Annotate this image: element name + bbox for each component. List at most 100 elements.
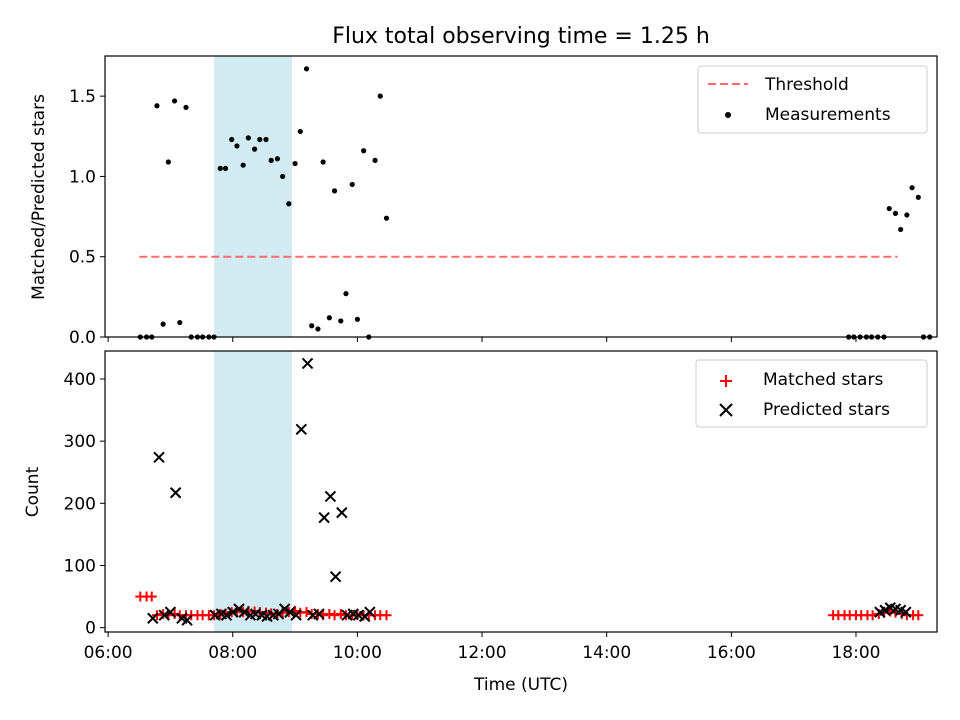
y-tick-label: 0.5 [69, 248, 96, 268]
predicted-stars-point [233, 603, 245, 615]
measurements-point [338, 318, 344, 324]
bottom-shaded-region [214, 351, 292, 632]
measurements-point [268, 157, 274, 163]
measurements-point [326, 315, 332, 321]
predicted-stars-point [164, 606, 177, 618]
measurements-point [245, 135, 251, 141]
x-tick-label: 06:00 [84, 643, 133, 663]
bottom-x-ticks: 06:00 08:00 10:00 12:00 14:00 16:00 18:00 [84, 632, 880, 663]
predicted-stars-point [153, 451, 165, 464]
y-tick-label: 100 [64, 556, 96, 576]
y-tick-label: 0 [85, 619, 96, 639]
top-legend-box [697, 65, 928, 134]
top-axes-frame [104, 55, 938, 338]
measurements-point [297, 128, 303, 135]
measurements-point [904, 212, 910, 218]
legend-measurements-label: Measurements [765, 105, 891, 125]
x-tick-label: 18:00 [831, 643, 880, 663]
legend-matched-swatch [720, 375, 732, 387]
y-tick-label: 400 [64, 370, 96, 390]
predicted-stars-point [169, 487, 182, 499]
predicted-stars-point [336, 506, 348, 519]
measurements-point [372, 157, 378, 163]
bottom-panel: 0 100 200 300 400 06:00 08:00 10:00 12:00 14:00 1… [23, 350, 938, 695]
predicted-stars-point [147, 612, 159, 625]
predicted-stars-point [364, 606, 376, 618]
x-tick-label: 14:00 [582, 643, 631, 663]
x-tick-label: 16:00 [707, 643, 756, 663]
legend-matched-label: Matched stars [763, 370, 883, 390]
measurements-point [177, 319, 183, 326]
y-tick-label: 1.5 [69, 87, 96, 107]
measurements-point [886, 205, 892, 212]
measurements-point [892, 210, 899, 216]
predicted-stars-point [324, 490, 337, 503]
x-axis-label: Time (UTC) [473, 675, 568, 695]
legend-measurements-swatch [725, 112, 731, 118]
top-y-axis-label: Matched/Predicted stars [29, 94, 49, 300]
measurements-point [165, 159, 171, 165]
y-tick-label: 300 [64, 432, 96, 452]
legend-predicted-swatch [719, 403, 733, 417]
measurements-point [280, 173, 286, 180]
measurements-point [377, 93, 383, 99]
measurements-point [263, 136, 269, 143]
observing-window-band [214, 56, 292, 337]
bottom-legend: Matched stars Predicted stars [695, 359, 928, 428]
figure-title: Flux total observing time = 1.25 h [332, 24, 710, 49]
measurements-point [229, 136, 235, 143]
x-tick-label: 08:00 [208, 643, 257, 663]
measurements-point [320, 159, 326, 165]
measurements-point [309, 323, 315, 329]
predicted-stars-point [238, 606, 250, 618]
measurements-point [292, 160, 298, 167]
measurements-point [160, 321, 166, 327]
measurements-point [183, 104, 189, 110]
top-panel: 0.0 0.5 1.0 1.5 Matched/Predicted stars Thr… [29, 55, 938, 348]
measurements-point [154, 103, 160, 109]
measurements-point [909, 185, 915, 191]
top-legend: Threshold Measurements [697, 65, 928, 134]
measurements-point [274, 156, 281, 162]
measurements-point [171, 98, 178, 104]
measurements-point [331, 188, 338, 194]
predicted-stars-point [313, 608, 325, 620]
predicted-stars-point [220, 609, 233, 621]
top-y-ticks: 0.0 0.5 1.0 1.5 [69, 87, 105, 348]
bottom-legend-box [695, 359, 928, 428]
predicted-stars-point [284, 606, 296, 618]
predicted-stars-point [227, 606, 239, 618]
matched-stars-point [146, 591, 157, 602]
matched-stars-point [335, 608, 346, 619]
measurements-point [222, 165, 229, 171]
bottom-y-axis-label: Count [23, 466, 43, 517]
measurements-point [257, 136, 263, 143]
top-plot-area [137, 66, 933, 340]
observing-window-band [214, 351, 292, 632]
top-x-ticks [107, 337, 857, 342]
bottom-plot-area [135, 357, 924, 626]
predicted-stars-point [295, 423, 308, 436]
matched-stars-point [381, 610, 392, 621]
measurements-point [349, 181, 355, 188]
predicted-stars-point [318, 511, 330, 524]
legend-threshold-label: Threshold [764, 75, 849, 95]
measurements-point [303, 66, 310, 72]
measurements-point [383, 215, 390, 221]
measurements-point [315, 326, 321, 332]
y-tick-label: 1.0 [69, 167, 96, 187]
legend-predicted-label: Predicted stars [763, 400, 890, 420]
measurements-point [234, 143, 240, 149]
measurements-point [898, 226, 904, 233]
measurements-point [217, 165, 223, 171]
top-shaded-region [214, 56, 292, 337]
measurements-point [354, 316, 361, 322]
predicted-stars-point [278, 603, 291, 615]
measurements-point [343, 291, 349, 297]
measurements-point [286, 201, 292, 207]
predicted-stars-point [158, 609, 170, 621]
x-tick-label: 12:00 [458, 643, 507, 663]
measurements-point [361, 148, 367, 154]
bottom-y-ticks: 0 100 200 300 400 [64, 370, 105, 639]
